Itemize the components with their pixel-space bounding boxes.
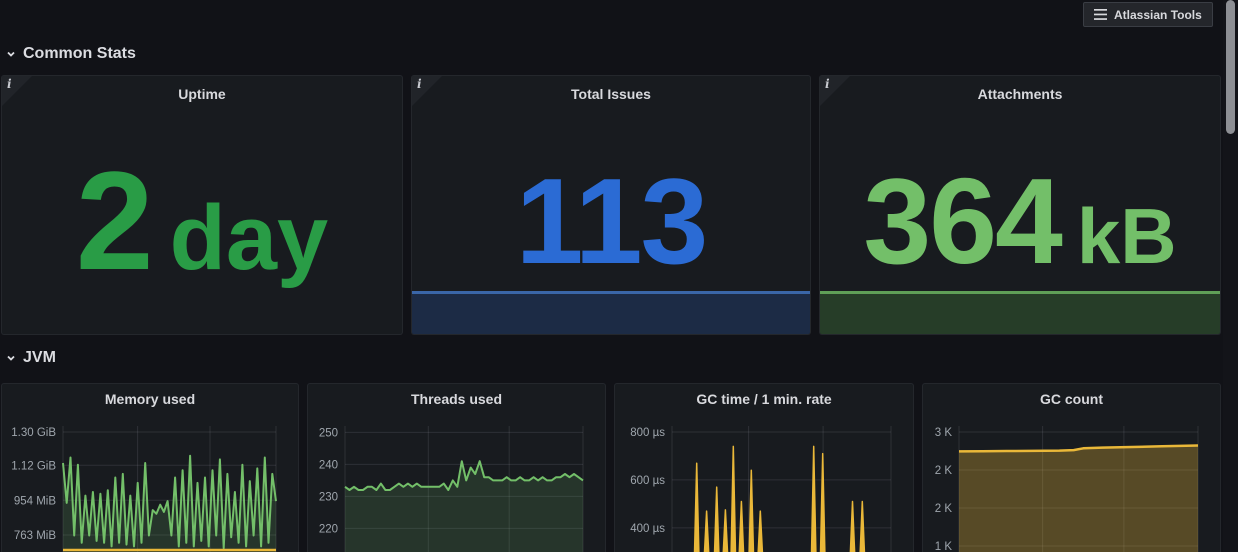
- stat-value-row: 364 kB: [820, 76, 1220, 334]
- hamburger-icon: [1094, 9, 1107, 20]
- panel-title[interactable]: GC count: [1040, 391, 1103, 407]
- svg-text:400 µs: 400 µs: [630, 523, 665, 535]
- info-icon: i: [825, 77, 830, 91]
- sparkline: [412, 291, 810, 334]
- info-icon: i: [7, 77, 12, 91]
- panel-title[interactable]: Total Issues: [571, 86, 651, 102]
- section-title: JVM: [23, 349, 56, 366]
- svg-text:954 MiB: 954 MiB: [14, 495, 57, 507]
- chevron-down-icon: [6, 49, 16, 59]
- gc-count-chart: 3 K 2 K 2 K 1 K: [923, 384, 1220, 552]
- svg-text:1 K: 1 K: [935, 541, 953, 552]
- gc-time-chart: 800 µs 600 µs 400 µs: [615, 384, 913, 552]
- chevron-down-icon: [6, 353, 16, 363]
- svg-text:600 µs: 600 µs: [630, 475, 665, 487]
- svg-text:240: 240: [319, 459, 338, 471]
- panel-attachments: i Attachments 364 kB: [819, 75, 1221, 335]
- section-title: Common Stats: [23, 45, 136, 62]
- stat-value: 113: [515, 153, 709, 289]
- sparkline: [820, 291, 1220, 334]
- stat-value-row: 113: [412, 76, 810, 334]
- panel-memory-used: 1.30 GiB 1.12 GiB 954 MiB 763 MiB Memory us…: [1, 383, 299, 552]
- stat-value: 364: [863, 153, 1063, 289]
- panel-total-issues: i Total Issues 113: [411, 75, 811, 335]
- info-corner-icon[interactable]: i: [820, 76, 850, 106]
- memory-used-chart: 1.30 GiB 1.12 GiB 954 MiB 763 MiB: [2, 384, 298, 552]
- stat-value: 2: [75, 142, 154, 299]
- panel-threads-used: 250 240 230 220 Threads used: [307, 383, 606, 552]
- panel-title[interactable]: Memory used: [104, 391, 196, 407]
- svg-text:800 µs: 800 µs: [630, 427, 665, 439]
- svg-text:3 K: 3 K: [935, 427, 953, 439]
- scrollbar-track[interactable]: [1223, 0, 1238, 552]
- panel-uptime: i Uptime 2 day: [1, 75, 403, 335]
- info-corner-icon[interactable]: i: [412, 76, 442, 106]
- svg-text:1.12 GiB: 1.12 GiB: [11, 460, 56, 472]
- panel-title[interactable]: Threads used: [410, 391, 503, 407]
- panel-title[interactable]: Attachments: [977, 86, 1063, 102]
- svg-text:230: 230: [319, 491, 338, 503]
- section-header-common-stats[interactable]: Common Stats: [6, 45, 136, 63]
- panel-gc-time: 800 µs 600 µs 400 µs GC time / 1 min. rate: [614, 383, 914, 552]
- tools-button-label: Atlassian Tools: [1114, 7, 1202, 22]
- panel-title[interactable]: GC time / 1 min. rate: [696, 391, 832, 407]
- section-header-jvm[interactable]: JVM: [6, 349, 56, 367]
- svg-text:1.30 GiB: 1.30 GiB: [11, 427, 56, 439]
- svg-text:763 MiB: 763 MiB: [14, 530, 57, 542]
- svg-text:2 K: 2 K: [935, 503, 953, 515]
- info-corner-icon[interactable]: i: [2, 76, 32, 106]
- stat-value-row: 2 day: [2, 76, 402, 334]
- svg-text:250: 250: [319, 427, 338, 439]
- svg-text:2 K: 2 K: [935, 465, 953, 477]
- threads-used-chart: 250 240 230 220: [308, 384, 605, 552]
- stat-unit: kB: [1076, 192, 1177, 280]
- info-icon: i: [417, 77, 422, 91]
- atlassian-tools-button[interactable]: Atlassian Tools: [1083, 2, 1213, 27]
- svg-text:220: 220: [319, 523, 338, 535]
- panel-gc-count: 3 K 2 K 2 K 1 K GC count: [922, 383, 1221, 552]
- stat-unit: day: [169, 187, 329, 289]
- panel-title[interactable]: Uptime: [178, 86, 226, 102]
- scrollbar-thumb[interactable]: [1226, 0, 1235, 134]
